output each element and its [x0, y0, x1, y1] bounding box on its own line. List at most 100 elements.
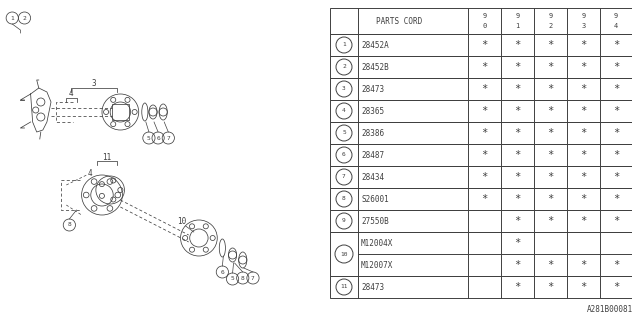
Text: 28452A: 28452A — [361, 41, 388, 50]
Bar — [330, 144, 632, 166]
Text: 4: 4 — [614, 23, 618, 29]
Text: *: * — [613, 282, 619, 292]
Text: *: * — [547, 84, 554, 94]
Text: 5: 5 — [342, 131, 346, 135]
Text: *: * — [547, 172, 554, 182]
Text: *: * — [481, 84, 488, 94]
Text: 3: 3 — [92, 79, 96, 89]
Bar — [330, 56, 632, 78]
Text: *: * — [613, 194, 619, 204]
Bar — [330, 210, 632, 232]
Text: *: * — [481, 150, 488, 160]
Text: 9: 9 — [614, 13, 618, 19]
Text: *: * — [580, 216, 587, 226]
Text: *: * — [613, 216, 619, 226]
Text: *: * — [515, 106, 520, 116]
Text: 28365: 28365 — [361, 107, 384, 116]
Text: 28473: 28473 — [361, 283, 384, 292]
Text: 4: 4 — [88, 169, 92, 178]
Text: A281B00081: A281B00081 — [588, 305, 634, 314]
Text: 6: 6 — [342, 153, 346, 157]
Bar — [330, 188, 632, 210]
Text: *: * — [481, 106, 488, 116]
Text: *: * — [580, 282, 587, 292]
Text: *: * — [547, 150, 554, 160]
Text: 10: 10 — [177, 218, 186, 227]
Text: *: * — [547, 128, 554, 138]
Bar — [330, 122, 632, 144]
Text: 2: 2 — [342, 65, 346, 69]
Text: *: * — [547, 40, 554, 50]
Text: 9: 9 — [548, 13, 552, 19]
Text: PARTS CORD: PARTS CORD — [376, 17, 422, 26]
Bar — [330, 8, 632, 34]
Text: 2: 2 — [22, 15, 26, 20]
Bar — [330, 100, 632, 122]
Text: *: * — [547, 260, 554, 270]
Text: 10: 10 — [340, 252, 348, 257]
Text: *: * — [481, 40, 488, 50]
Text: *: * — [481, 172, 488, 182]
Bar — [112, 104, 129, 120]
Text: *: * — [613, 260, 619, 270]
Text: *: * — [515, 40, 520, 50]
Text: *: * — [515, 282, 520, 292]
Text: *: * — [580, 128, 587, 138]
Text: *: * — [613, 84, 619, 94]
Text: 2: 2 — [548, 23, 552, 29]
Text: 1: 1 — [515, 23, 520, 29]
Text: S26001: S26001 — [361, 195, 388, 204]
Text: 7: 7 — [342, 174, 346, 180]
Text: 7: 7 — [166, 135, 170, 140]
Text: 9: 9 — [581, 13, 586, 19]
Text: *: * — [580, 172, 587, 182]
Text: 5: 5 — [230, 276, 234, 282]
Text: *: * — [580, 84, 587, 94]
Text: 0: 0 — [483, 23, 486, 29]
Text: *: * — [613, 40, 619, 50]
Text: 11: 11 — [102, 153, 112, 162]
Bar — [330, 276, 632, 298]
Text: *: * — [515, 238, 520, 248]
Text: *: * — [515, 216, 520, 226]
Bar — [330, 34, 632, 56]
Text: 8: 8 — [241, 276, 244, 281]
Text: *: * — [613, 106, 619, 116]
Text: *: * — [547, 194, 554, 204]
Text: *: * — [515, 150, 520, 160]
Text: *: * — [613, 128, 619, 138]
Text: 28452B: 28452B — [361, 62, 388, 71]
Text: *: * — [547, 282, 554, 292]
Bar — [330, 78, 632, 100]
Text: M12004X: M12004X — [361, 238, 394, 247]
Text: 1: 1 — [342, 43, 346, 47]
Text: 5: 5 — [147, 135, 151, 140]
Text: 3: 3 — [581, 23, 586, 29]
Text: 9: 9 — [515, 13, 520, 19]
Text: 7: 7 — [251, 276, 255, 281]
Text: *: * — [547, 216, 554, 226]
Text: *: * — [580, 194, 587, 204]
Text: 28434: 28434 — [361, 172, 384, 181]
Text: *: * — [580, 260, 587, 270]
Text: 3: 3 — [342, 86, 346, 92]
Text: 4: 4 — [342, 108, 346, 114]
Text: 28473: 28473 — [361, 84, 384, 93]
Text: 27550B: 27550B — [361, 217, 388, 226]
Text: 9: 9 — [342, 219, 346, 223]
Text: *: * — [481, 128, 488, 138]
Text: *: * — [613, 150, 619, 160]
Text: *: * — [580, 40, 587, 50]
Text: 11: 11 — [340, 284, 348, 290]
Text: *: * — [515, 172, 520, 182]
Text: M12007X: M12007X — [361, 260, 394, 269]
Text: 6: 6 — [221, 269, 224, 275]
Text: 28487: 28487 — [361, 150, 384, 159]
Text: 9: 9 — [483, 13, 486, 19]
Text: *: * — [515, 84, 520, 94]
Text: *: * — [580, 62, 587, 72]
Text: *: * — [547, 106, 554, 116]
Text: *: * — [613, 62, 619, 72]
Text: 6: 6 — [156, 135, 160, 140]
Text: *: * — [515, 62, 520, 72]
